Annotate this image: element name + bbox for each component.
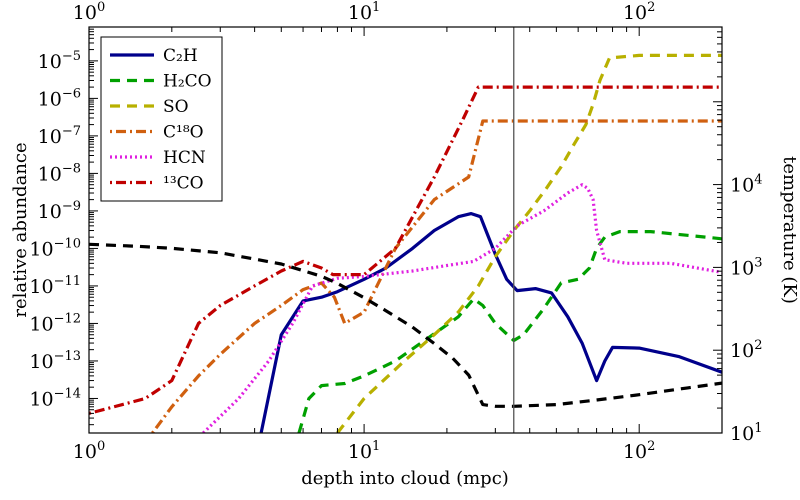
legend-label-0: C₂H [163, 46, 198, 66]
legend: C₂H H₂CO SO C¹⁸O HCN ¹³CO [100, 36, 223, 202]
y2-axis-title: temperature (K) [779, 156, 800, 304]
series-line-2 [336, 53, 722, 433]
series-line-0 [259, 212, 722, 433]
series-line-1 [297, 230, 722, 433]
legend-label-1: H₂CO [163, 72, 212, 92]
x-tick-label: 101 [348, 439, 380, 463]
x-tick-label-top: 101 [348, 0, 380, 24]
y-tick-label: 10−13 [29, 349, 81, 373]
y-tick-label: 10−10 [29, 236, 81, 260]
y-tick-label: 10−7 [38, 124, 81, 148]
y-axis-title: relative abundance [10, 142, 31, 317]
legend-label-5: ¹³CO [163, 174, 204, 194]
x-axis-title: depth into cloud (mpc) [301, 468, 509, 489]
x-tick-label-top: 100 [73, 0, 105, 24]
y-tick-label: 10−8 [38, 161, 81, 185]
y-tick-label: 10−14 [29, 386, 81, 410]
y2-tick-label: 102 [730, 338, 762, 362]
plot-frame [88, 26, 723, 434]
y2-tick-label: 103 [730, 255, 762, 279]
series-layer [89, 53, 722, 433]
legend-label-3: C¹⁸O [163, 123, 204, 143]
y-tick-label: 10−9 [38, 199, 81, 223]
series-line-5 [89, 85, 722, 415]
y2-tick-label: 104 [730, 173, 762, 197]
ticks-layer [88, 26, 723, 434]
y-tick-label: 10−6 [38, 86, 81, 110]
legend-label-4: HCN [163, 148, 206, 168]
y-tick-label: 10−12 [29, 311, 81, 335]
x-tick-label: 102 [623, 439, 655, 463]
x-tick-label-top: 102 [623, 0, 655, 24]
y-tick-label: 10−5 [38, 49, 81, 73]
legend-label-2: SO [163, 97, 189, 117]
legend-box [100, 36, 223, 202]
y2-tick-label: 101 [730, 421, 762, 445]
x-tick-label: 100 [73, 439, 105, 463]
series-line-6 [89, 242, 722, 408]
tick-labels-layer: 100 100 101 101 102 102 10−14 10−13 10−12 10−11 10… [29, 0, 762, 463]
y-tick-label: 10−11 [29, 274, 81, 298]
